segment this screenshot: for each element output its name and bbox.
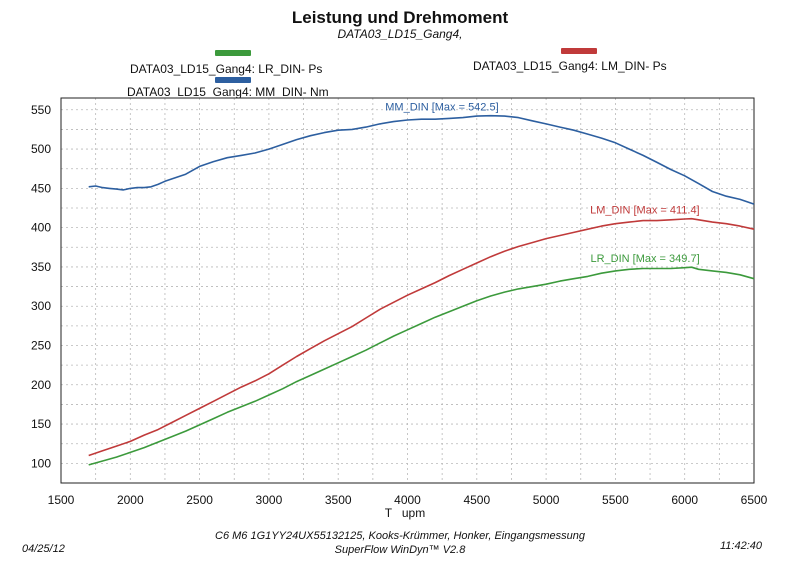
footer-date: 04/25/12 — [22, 543, 65, 555]
footer-software-line: SuperFlow WinDyn™ V2.8 — [334, 544, 466, 556]
y-tick-label: 150 — [31, 417, 51, 431]
x-tick-label: 6500 — [741, 493, 768, 507]
plot-frame — [60, 97, 755, 484]
x-tick-label: 3500 — [325, 493, 352, 507]
y-tick-label: 350 — [31, 260, 51, 274]
y-tick-label: 300 — [31, 299, 51, 313]
x-tick-label: 4500 — [463, 493, 490, 507]
chart-subtitle: DATA03_LD15_Gang4, — [337, 27, 463, 41]
y-tick-label: 500 — [31, 142, 51, 156]
footer-description: C6 M6 1G1YY24UX55132125, Kooks-Krümmer, … — [0, 529, 800, 557]
x-tick-label: 4000 — [394, 493, 421, 507]
series-max-label-2: LR_DIN [Max = 349.7] — [590, 253, 699, 265]
y-tick-label: 550 — [31, 103, 51, 117]
y-tick-label: 450 — [31, 181, 51, 195]
legend-label-lr: DATA03_LD15_Gang4: LR_DIN- Ps — [130, 62, 323, 76]
y-tick-label: 250 — [31, 339, 51, 353]
x-tick-label: 2500 — [186, 493, 213, 507]
y-tick-label: 100 — [31, 456, 51, 470]
y-tick-label: 200 — [31, 378, 51, 392]
x-tick-label: 5000 — [533, 493, 560, 507]
series-max-label-1: LM_DIN [Max = 411.4] — [590, 205, 700, 217]
footer-vehicle-line: C6 M6 1G1YY24UX55132125, Kooks-Krümmer, … — [215, 530, 585, 542]
legend-swatch-mm — [215, 77, 251, 83]
x-tick-label: 1500 — [48, 493, 75, 507]
legend-label-mm: DATA03_LD15_Gang4: MM_DIN- Nm — [127, 85, 329, 99]
y-tick-label: 400 — [31, 221, 51, 235]
series-line-0 — [88, 114, 755, 205]
x-axis-label: T upm — [385, 506, 425, 520]
legend-swatch-lm — [561, 48, 597, 54]
x-tick-label: 3000 — [256, 493, 283, 507]
series-line-1 — [88, 217, 755, 457]
series-line-2 — [88, 266, 755, 466]
legend-label-lm: DATA03_LD15_Gang4: LM_DIN- Ps — [473, 59, 667, 73]
footer-time: 11:42:40 — [720, 540, 763, 552]
series-max-label-0: MM_DIN [Max = 542.5] — [385, 102, 498, 114]
legend-swatch-lr — [215, 50, 251, 56]
x-tick-label: 5500 — [602, 493, 629, 507]
x-tick-label: 2000 — [117, 493, 144, 507]
chart-title: Leistung und Drehmoment — [291, 8, 509, 27]
x-tick-label: 6000 — [671, 493, 698, 507]
